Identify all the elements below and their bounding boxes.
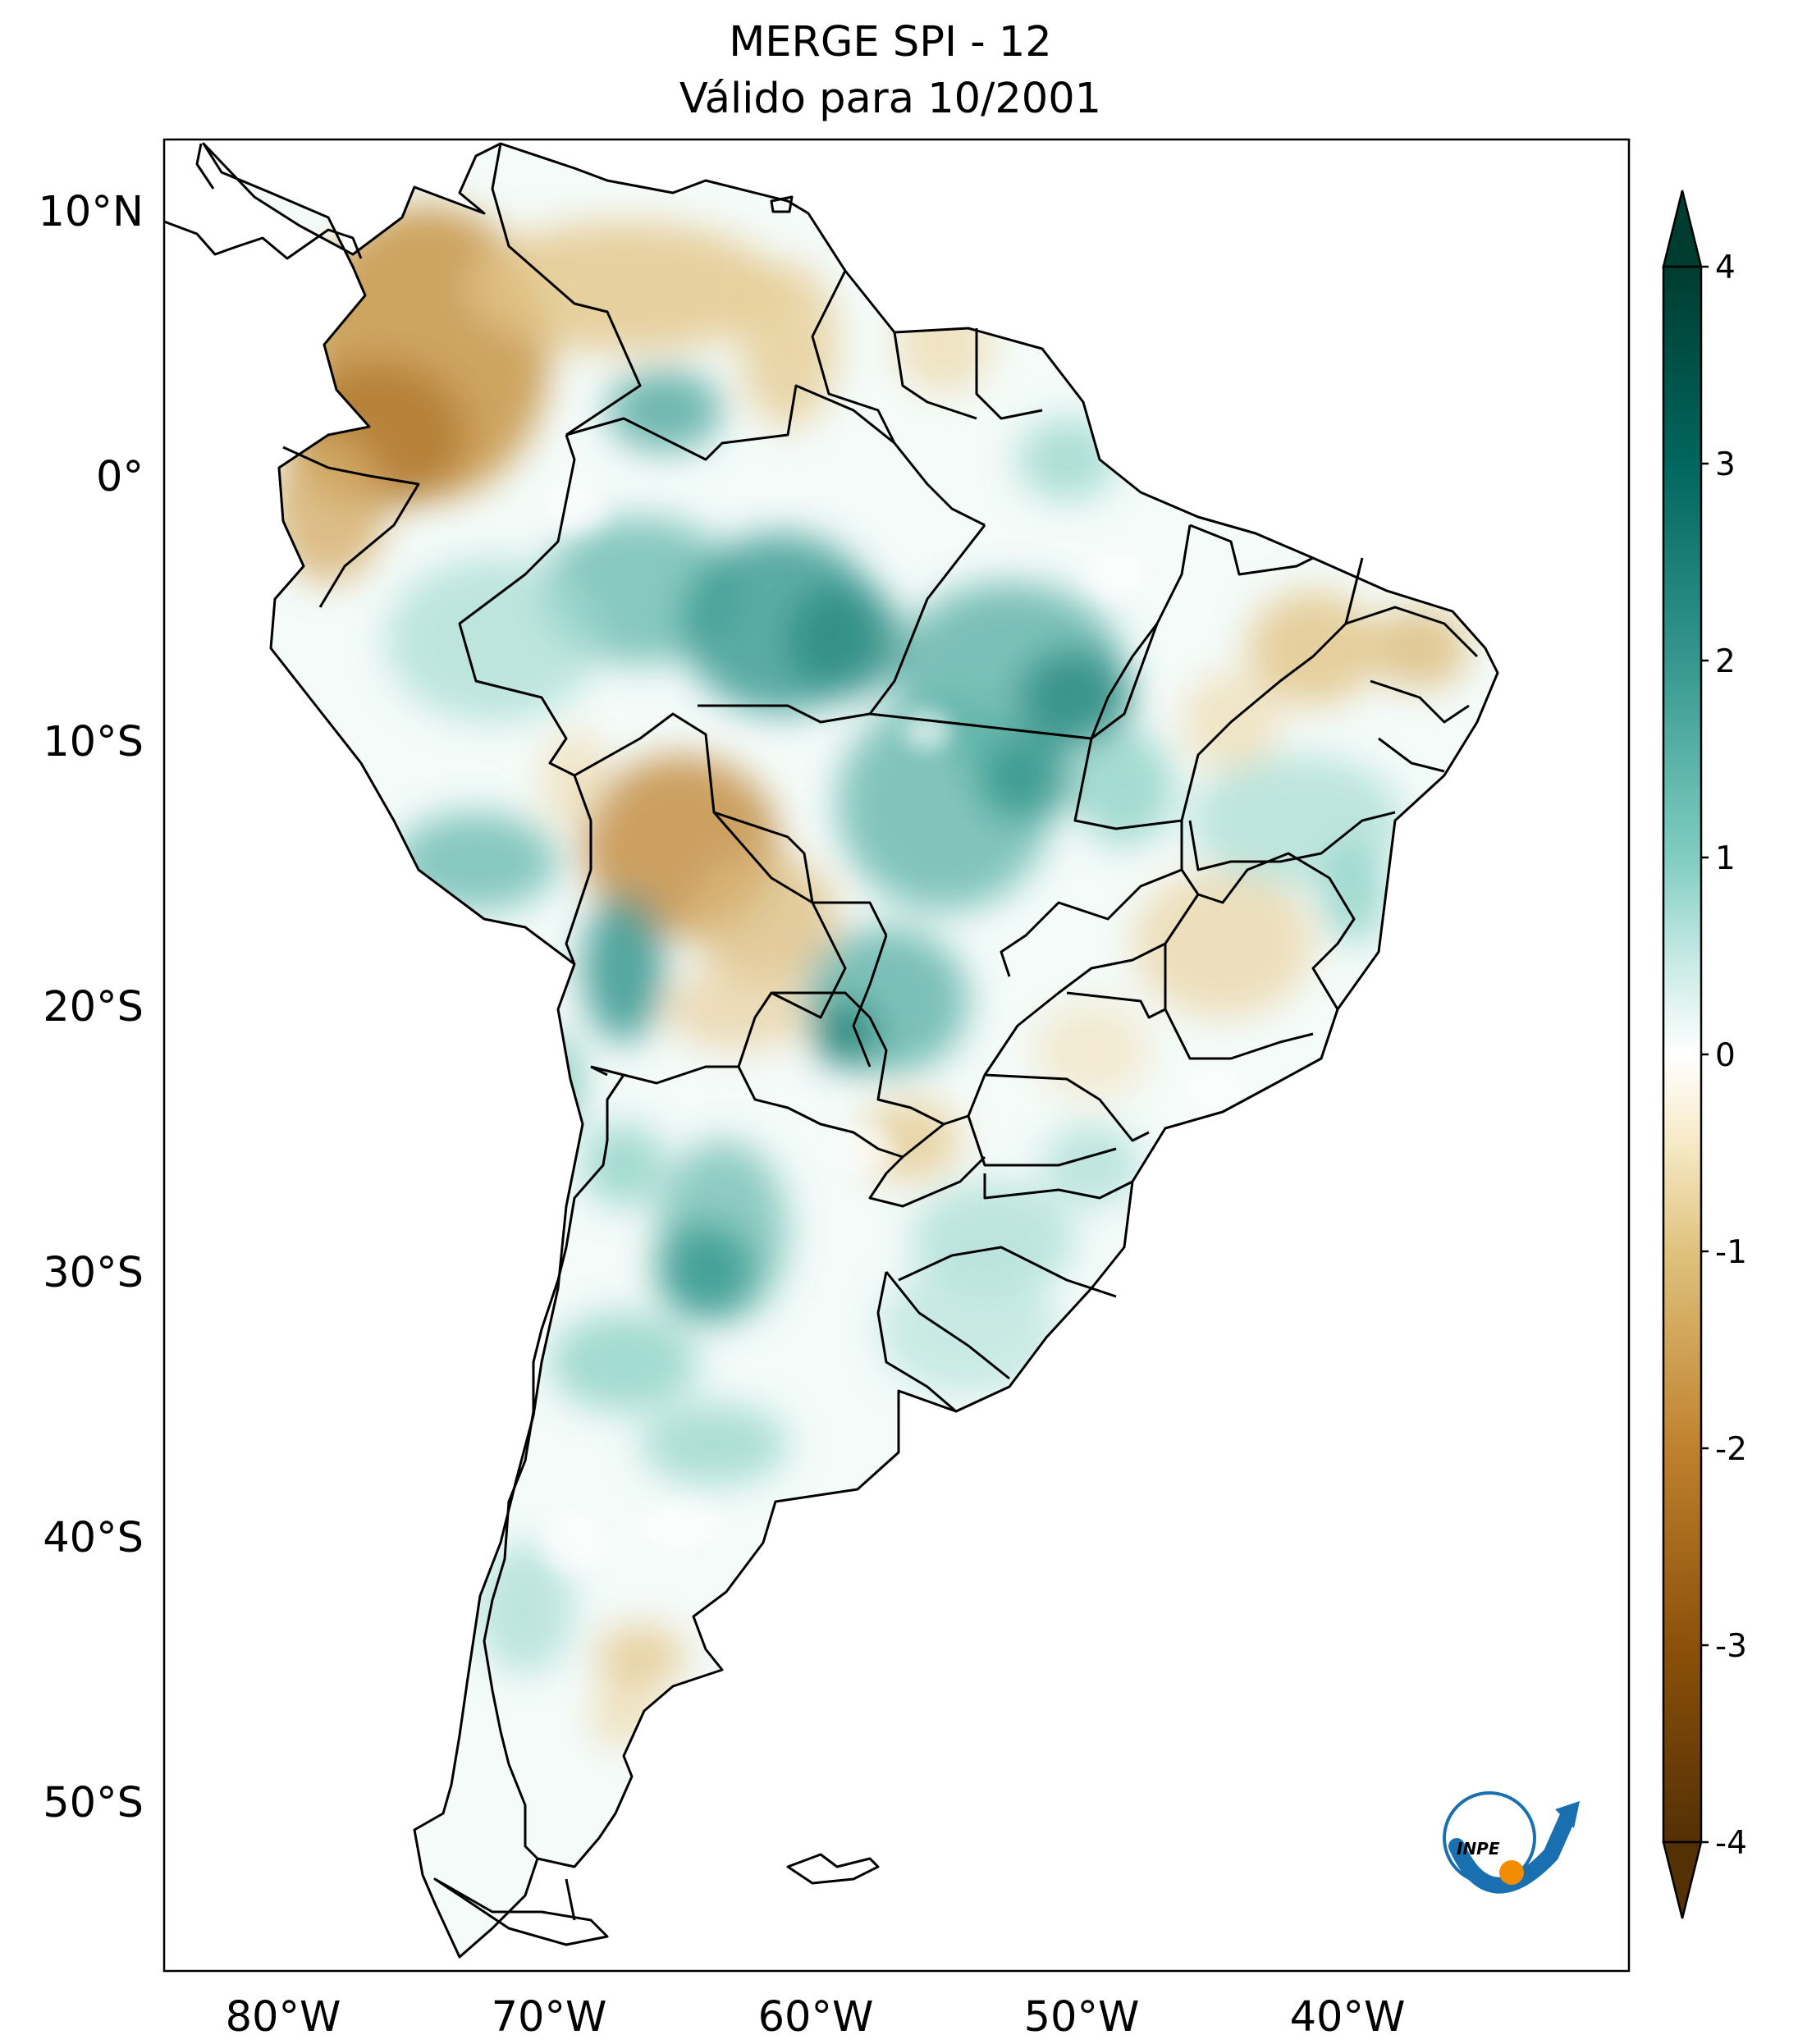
inpe-logo-text: INPE (1457, 1839, 1500, 1859)
lat-tick-label: 30°S (43, 1249, 144, 1297)
colorbar-extend-min (1662, 1841, 1703, 1919)
inpe-logo: INPE (1443, 1791, 1580, 1894)
colorbar-body (1662, 265, 1703, 1844)
lat-tick-label: 0° (96, 453, 144, 501)
colorbar-tick-label: -3 (1715, 1628, 1747, 1665)
lon-tick-label: 40°W (1290, 1993, 1406, 2042)
colorbar-tick-label: -4 (1715, 1825, 1747, 1862)
chart-subtitle: Válido para 10/2001 (679, 75, 1102, 123)
lon-tick-label: 70°W (492, 1993, 607, 2042)
lon-ticks: 80°W 70°W 60°W 50°W 40°W (226, 1993, 1406, 2042)
lon-tick-label: 80°W (226, 1993, 341, 2042)
colorbar: 4 3 2 1 0 -1 -2 -3 -4 (1662, 190, 1747, 1919)
lat-tick-label: 10°S (43, 718, 144, 766)
lat-tick-label: 10°N (38, 188, 144, 236)
colorbar-tick-label: 3 (1715, 446, 1736, 483)
continent-outline (202, 142, 1499, 1959)
colorbar-tick-label: -2 (1715, 1431, 1747, 1468)
colorbar-tick-label: 0 (1715, 1037, 1736, 1074)
lat-tick-label: 20°S (43, 983, 144, 1031)
lon-tick-label: 50°W (1024, 1993, 1140, 2042)
borders (163, 142, 1499, 1959)
chart-title: MERGE SPI - 12 (729, 18, 1052, 66)
colorbar-tick-label: 2 (1715, 643, 1736, 680)
lat-tick-label: 50°S (43, 1779, 144, 1827)
colorbar-extend-max (1662, 190, 1703, 268)
colorbar-tick-label: 4 (1715, 249, 1736, 286)
lat-tick-label: 40°S (43, 1514, 144, 1562)
colorbar-tick-label: -1 (1715, 1234, 1747, 1271)
colorbar-tick-label: 1 (1715, 840, 1736, 877)
lat-ticks: 10°N 0° 10°S 20°S 30°S 40°S 50°S (38, 188, 144, 1827)
lon-tick-label: 60°W (758, 1993, 874, 2042)
